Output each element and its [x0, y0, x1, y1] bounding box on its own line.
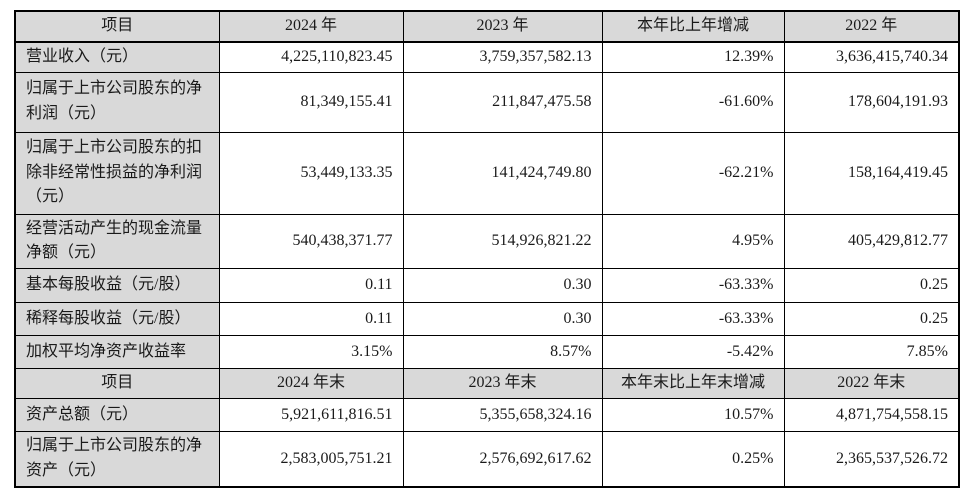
value-change: -5.42%	[601, 335, 785, 370]
value-change: -63.33%	[601, 302, 785, 337]
value-change: 4.95%	[601, 213, 785, 270]
value-2023: 3,759,357,582.13	[402, 41, 603, 73]
table-row-net-profit: 归属于上市公司股东的净利润（元） 81,349,155.41 211,847,4…	[14, 71, 960, 133]
table-row-total-assets: 资产总额（元） 5,921,611,816.51 5,355,658,324.1…	[14, 397, 960, 432]
row-label: 经营活动产生的现金流量净额（元）	[14, 213, 220, 270]
value-2024: 0.11	[218, 268, 404, 304]
col-header-2024-end: 2024 年末	[218, 368, 404, 399]
value-2023: 8.57%	[402, 335, 603, 370]
value-2022: 158,164,419.45	[783, 131, 960, 215]
value-change: 12.39%	[601, 41, 785, 73]
col-header-2023-end: 2023 年末	[402, 368, 603, 399]
row-label: 稀释每股收益（元/股）	[14, 302, 220, 337]
table-row-net-assets: 归属于上市公司股东的净资产（元） 2,583,005,751.21 2,576,…	[14, 430, 960, 488]
col-header-2024: 2024 年	[218, 10, 404, 43]
table-header-year-end: 项目 2024 年末 2023 年末 本年末比上年末增减 2022 年末	[14, 368, 960, 399]
value-2023: 141,424,749.80	[402, 131, 603, 215]
col-header-year-end-change: 本年末比上年末增减	[601, 368, 785, 399]
table-row-diluted-eps: 稀释每股收益（元/股） 0.11 0.30 -63.33% 0.25	[14, 302, 960, 337]
value-2023: 2,576,692,617.62	[402, 430, 603, 488]
value-change: 0.25%	[601, 430, 785, 488]
value-2024: 81,349,155.41	[218, 71, 404, 133]
value-2022: 3,636,415,740.34	[783, 41, 960, 73]
row-label: 归属于上市公司股东的净利润（元）	[14, 71, 220, 133]
col-header-2022: 2022 年	[783, 10, 960, 43]
row-label: 资产总额（元）	[14, 397, 220, 432]
table-header-annual: 项目 2024 年 2023 年 本年比上年增减 2022 年	[14, 10, 960, 43]
col-header-2022-end: 2022 年末	[783, 368, 960, 399]
table-row-operating-cash-flow: 经营活动产生的现金流量净额（元） 540,438,371.77 514,926,…	[14, 213, 960, 270]
value-change: 10.57%	[601, 397, 785, 432]
row-label: 归属于上市公司股东的扣除非经常性损益的净利润（元）	[14, 131, 220, 215]
table-row-weighted-avg-roe: 加权平均净资产收益率 3.15% 8.57% -5.42% 7.85%	[14, 335, 960, 370]
value-2024: 3.15%	[218, 335, 404, 370]
table-row-basic-eps: 基本每股收益（元/股） 0.11 0.30 -63.33% 0.25	[14, 268, 960, 304]
value-2024: 2,583,005,751.21	[218, 430, 404, 488]
value-change: -61.60%	[601, 71, 785, 133]
value-2022: 405,429,812.77	[783, 213, 960, 270]
value-2022: 2,365,537,526.72	[783, 430, 960, 488]
value-2022: 0.25	[783, 268, 960, 304]
row-label: 基本每股收益（元/股）	[14, 268, 220, 304]
value-2024: 0.11	[218, 302, 404, 337]
value-2023: 5,355,658,324.16	[402, 397, 603, 432]
row-label: 归属于上市公司股东的净资产（元）	[14, 430, 220, 488]
col-header-item: 项目	[14, 368, 220, 399]
value-change: -63.33%	[601, 268, 785, 304]
value-2022: 4,871,754,558.15	[783, 397, 960, 432]
value-2024: 540,438,371.77	[218, 213, 404, 270]
value-change: -62.21%	[601, 131, 785, 215]
value-2022: 0.25	[783, 302, 960, 337]
value-2024: 4,225,110,823.45	[218, 41, 404, 73]
col-header-item: 项目	[14, 10, 220, 43]
value-2023: 0.30	[402, 302, 603, 337]
key-financials-table: 项目 2024 年 2023 年 本年比上年增减 2022 年 营业收入（元） …	[14, 10, 960, 489]
value-2022: 7.85%	[783, 335, 960, 370]
value-2024: 5,921,611,816.51	[218, 397, 404, 432]
row-label: 加权平均净资产收益率	[14, 335, 220, 370]
value-2023: 0.30	[402, 268, 603, 304]
col-header-2023: 2023 年	[402, 10, 603, 43]
table-row-net-profit-excl-nonrecurring: 归属于上市公司股东的扣除非经常性损益的净利润（元） 53,449,133.35 …	[14, 131, 960, 215]
value-2022: 178,604,191.93	[783, 71, 960, 133]
row-label: 营业收入（元）	[14, 41, 220, 73]
value-2023: 514,926,821.22	[402, 213, 603, 270]
value-2023: 211,847,475.58	[402, 71, 603, 133]
value-2024: 53,449,133.35	[218, 131, 404, 215]
table-row-revenue: 营业收入（元） 4,225,110,823.45 3,759,357,582.1…	[14, 41, 960, 73]
col-header-yoy-change: 本年比上年增减	[601, 10, 785, 43]
